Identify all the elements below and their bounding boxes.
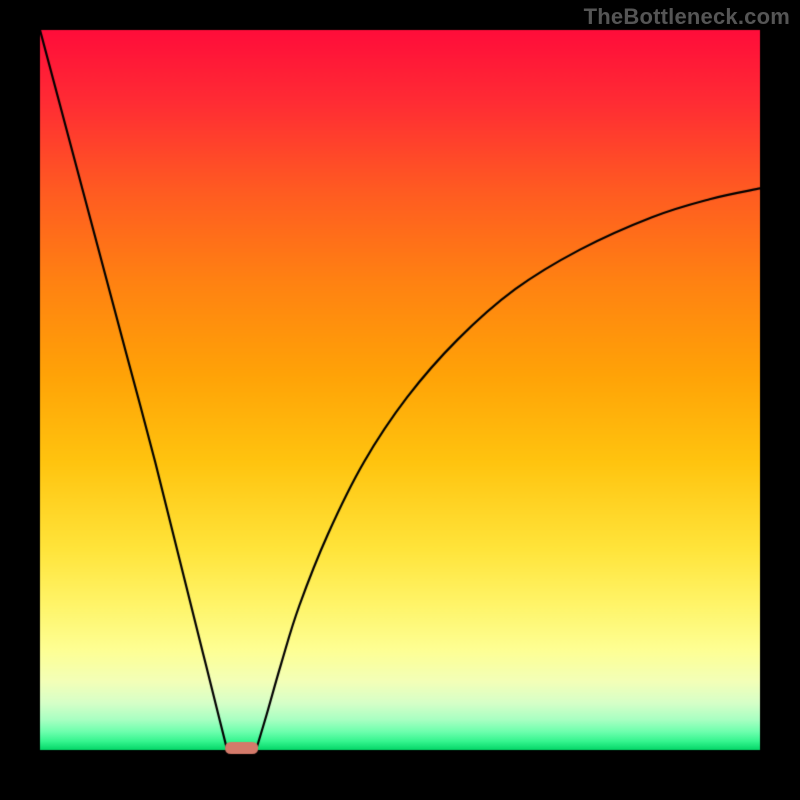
watermark-label: TheBottleneck.com [584, 4, 790, 30]
bottleneck-curve-chart [0, 0, 800, 800]
chart-container: TheBottleneck.com [0, 0, 800, 800]
